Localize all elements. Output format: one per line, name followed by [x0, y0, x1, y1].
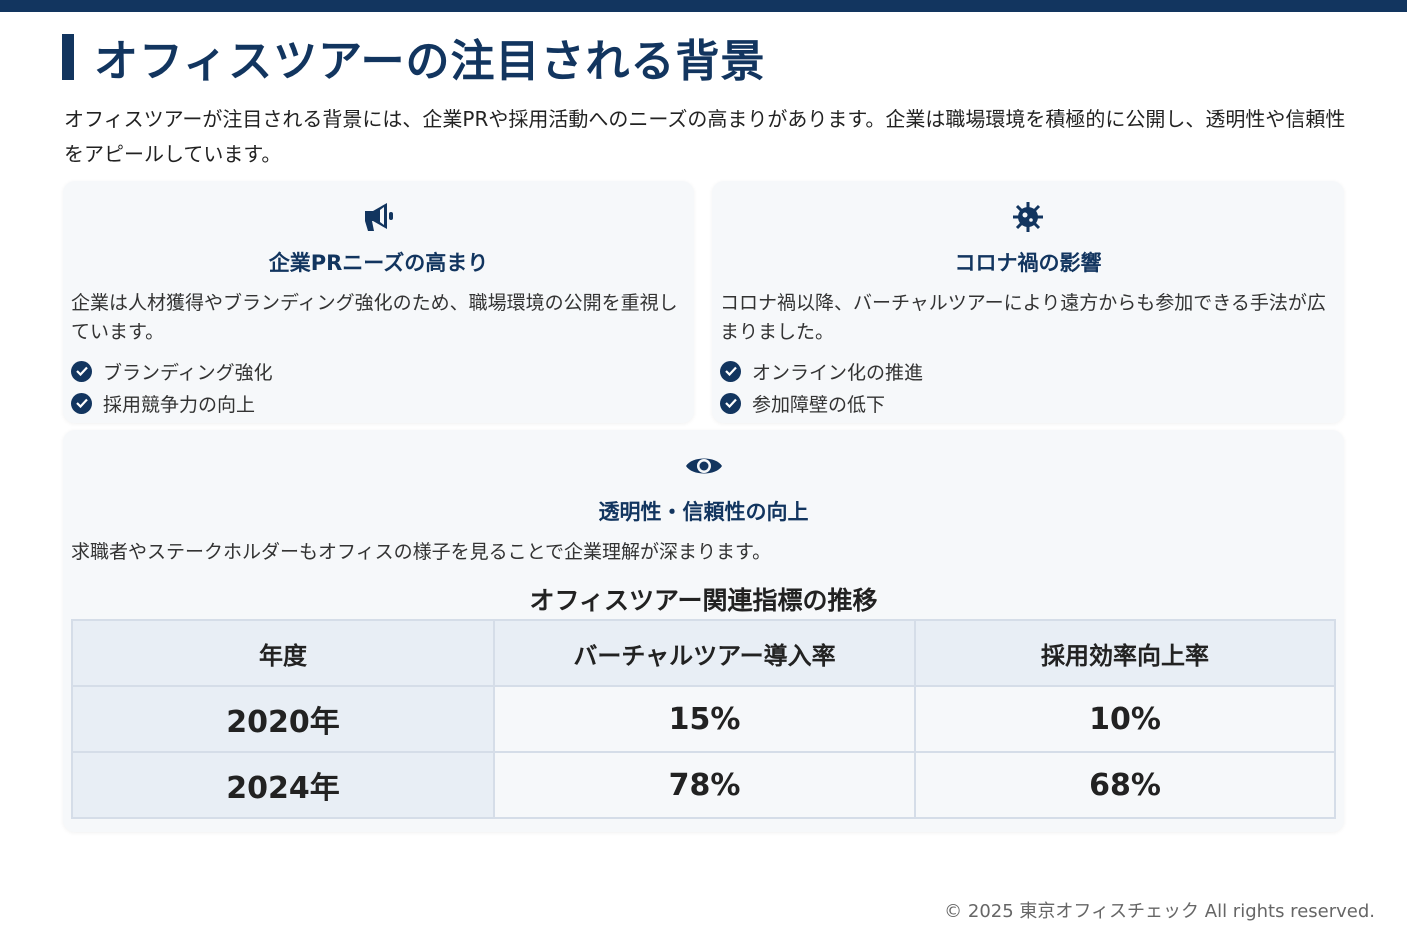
table-title: オフィスツアー関連指標の推移 [529, 586, 878, 615]
megaphone-icon [63, 199, 694, 235]
card-title: 企業PRニーズの高まり [268, 251, 489, 275]
cell-year: 2024年 [71, 751, 495, 819]
list-item: オンライン化の推進 [720, 355, 1336, 387]
list-item-text: ブランディング強化 [103, 361, 273, 384]
footer-copyright: © 2025 東京オフィスチェック All rights reserved. [944, 901, 1375, 922]
title-accent-bar [62, 34, 74, 80]
table-row: 2024年 78% 68% [71, 751, 1336, 819]
check-circle-icon [71, 360, 92, 382]
virus-icon [712, 199, 1344, 235]
cell-value: 10% [914, 685, 1336, 753]
top-bar [0, 0, 1407, 12]
list-item: 採用競争力の向上 [71, 387, 686, 419]
card-transparency: 透明性・信頼性の向上 求職者やステークホルダーもオフィスの様子を見ることで企業理… [63, 430, 1344, 832]
cell-value: 78% [493, 751, 916, 819]
page-title-text: オフィスツアーの注目される背景 [94, 36, 766, 87]
table-header-row: 年度 バーチャルツアー導入率 採用効率向上率 [71, 619, 1336, 687]
page-title: オフィスツアーの注目される背景 [62, 32, 765, 87]
check-circle-icon [720, 392, 741, 414]
check-circle-icon [71, 392, 92, 414]
table-row: 2020年 15% 10% [71, 685, 1336, 753]
card-covid-impact: コロナ禍の影響 コロナ禍以降、バーチャルツアーにより遠方からも参加できる手法が広… [712, 181, 1344, 423]
list-item-text: 採用競争力の向上 [103, 393, 256, 416]
list-item-text: 参加障壁の低下 [752, 393, 886, 416]
card-description: コロナ禍以降、バーチャルツアーにより遠方からも参加できる手法が広まりました。 [720, 292, 1326, 343]
check-circle-icon [720, 360, 741, 382]
metrics-table: 年度 バーチャルツアー導入率 採用効率向上率 2020年 15% 10% 202… [71, 619, 1336, 819]
card-description: 求職者やステークホルダーもオフィスの様子を見ることで企業理解が深まります。 [71, 541, 772, 563]
eye-icon [63, 448, 1344, 484]
card-pr-needs: 企業PRニーズの高まり 企業は人材獲得やブランディング強化のため、職場環境の公開… [63, 181, 694, 423]
intro-text: オフィスツアーが注目される背景には、企業PRや採用活動へのニーズの高まりがありま… [64, 107, 1346, 166]
cell-value: 68% [914, 751, 1336, 819]
list-item: 参加障壁の低下 [720, 387, 1336, 419]
cell-value: 15% [493, 685, 916, 753]
list-item: ブランディング強化 [71, 355, 686, 387]
cell-year: 2020年 [71, 685, 495, 753]
card-title: コロナ禍の影響 [954, 251, 1102, 275]
header-hiring-efficiency: 採用効率向上率 [914, 619, 1336, 687]
header-virtual-tour-rate: バーチャルツアー導入率 [493, 619, 916, 687]
list-item-text: オンライン化の推進 [752, 361, 924, 384]
header-year: 年度 [71, 619, 495, 687]
card-description: 企業は人材獲得やブランディング強化のため、職場環境の公開を重視しています。 [71, 292, 678, 343]
card-title: 透明性・信頼性の向上 [598, 500, 809, 524]
